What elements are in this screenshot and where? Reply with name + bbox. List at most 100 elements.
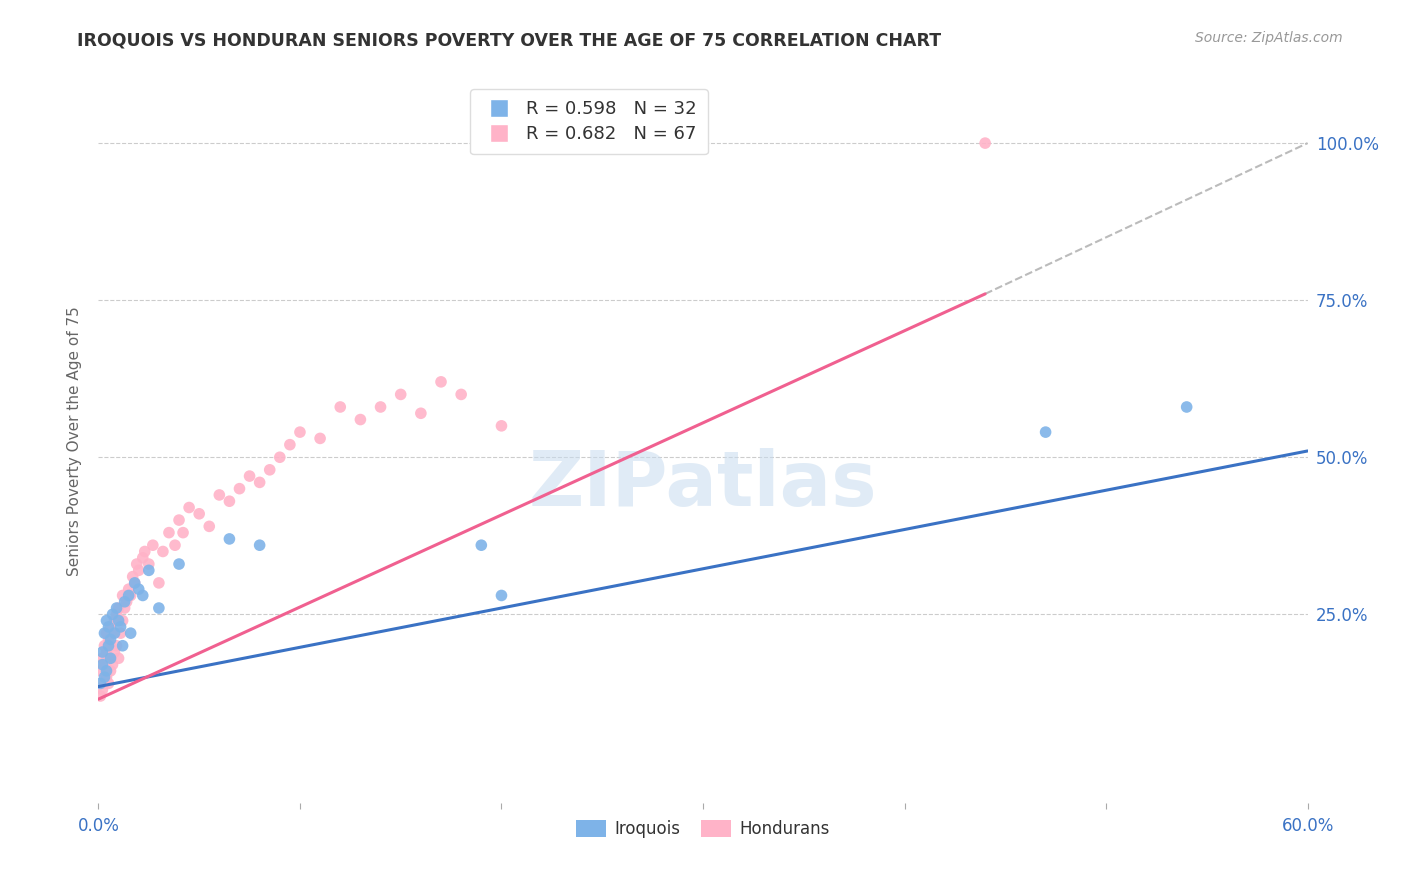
Point: [208, 488, 231, 502]
Point: [91, 645, 114, 659]
Point: [450, 387, 472, 401]
Point: [167, 557, 190, 571]
Point: [111, 614, 134, 628]
Point: [138, 563, 160, 577]
Point: [107, 614, 129, 628]
Point: [96, 614, 118, 628]
Point: [105, 639, 128, 653]
Point: [103, 645, 125, 659]
Point: [132, 589, 155, 603]
Point: [125, 557, 148, 571]
Point: [89, 664, 111, 678]
Point: [114, 601, 136, 615]
Point: [491, 418, 513, 433]
Point: [148, 575, 170, 590]
Point: [91, 651, 114, 665]
Point: [96, 664, 118, 678]
Point: [89, 689, 111, 703]
Point: [278, 438, 301, 452]
Point: [172, 525, 194, 540]
Point: [100, 632, 122, 647]
Point: [89, 676, 111, 690]
Point: [96, 670, 118, 684]
Point: [249, 475, 271, 490]
Point: [105, 601, 128, 615]
Point: [114, 595, 136, 609]
Point: [103, 614, 125, 628]
Point: [249, 538, 271, 552]
Point: [101, 607, 124, 622]
Point: [259, 463, 281, 477]
Point: [409, 406, 432, 420]
Point: [124, 575, 146, 590]
Point: [389, 387, 412, 401]
Point: [107, 651, 129, 665]
Text: Source: ZipAtlas.com: Source: ZipAtlas.com: [1195, 31, 1343, 45]
Point: [138, 557, 160, 571]
Point: [179, 500, 201, 515]
Point: [491, 589, 513, 603]
Y-axis label: Seniors Poverty Over the Age of 75: Seniors Poverty Over the Age of 75: [67, 307, 83, 576]
Point: [974, 136, 997, 150]
Point: [93, 639, 115, 653]
Point: [97, 651, 120, 665]
Point: [198, 519, 221, 533]
Point: [128, 563, 150, 577]
Point: [100, 651, 122, 665]
Point: [93, 670, 115, 684]
Point: [100, 620, 122, 634]
Point: [111, 589, 134, 603]
Point: [97, 632, 120, 647]
Point: [218, 532, 240, 546]
Point: [142, 538, 165, 552]
Point: [97, 639, 120, 653]
Point: [134, 544, 156, 558]
Point: [1035, 425, 1057, 439]
Point: [163, 538, 186, 552]
Point: [309, 431, 332, 445]
Point: [93, 657, 115, 672]
Point: [470, 538, 492, 552]
Point: [93, 676, 115, 690]
Point: [107, 601, 129, 615]
Point: [111, 639, 134, 653]
Point: [269, 450, 291, 465]
Point: [239, 469, 262, 483]
Point: [105, 607, 128, 622]
Point: [96, 645, 118, 659]
Point: [121, 569, 143, 583]
Point: [124, 575, 146, 590]
Point: [228, 482, 250, 496]
Point: [118, 589, 141, 603]
Point: [430, 375, 453, 389]
Point: [93, 626, 115, 640]
Point: [118, 582, 141, 597]
Point: [110, 620, 132, 634]
Point: [101, 626, 124, 640]
Point: [349, 412, 371, 426]
Text: IROQUOIS VS HONDURAN SENIORS POVERTY OVER THE AGE OF 75 CORRELATION CHART: IROQUOIS VS HONDURAN SENIORS POVERTY OVE…: [77, 31, 942, 49]
Text: ZIPatlas: ZIPatlas: [529, 448, 877, 522]
Point: [91, 682, 114, 697]
Point: [188, 507, 211, 521]
Point: [167, 513, 190, 527]
Point: [288, 425, 311, 439]
Point: [370, 400, 392, 414]
Point: [120, 589, 142, 603]
Point: [329, 400, 352, 414]
Point: [1175, 400, 1198, 414]
Point: [103, 626, 125, 640]
Point: [148, 601, 170, 615]
Point: [100, 664, 122, 678]
Point: [97, 676, 120, 690]
Point: [152, 544, 174, 558]
Point: [128, 582, 150, 597]
Point: [120, 626, 142, 640]
Point: [132, 550, 155, 565]
Point: [115, 595, 138, 609]
Point: [218, 494, 240, 508]
Point: [91, 657, 114, 672]
Point: [157, 525, 180, 540]
Legend: Iroquois, Hondurans: Iroquois, Hondurans: [569, 814, 837, 845]
Point: [97, 620, 120, 634]
